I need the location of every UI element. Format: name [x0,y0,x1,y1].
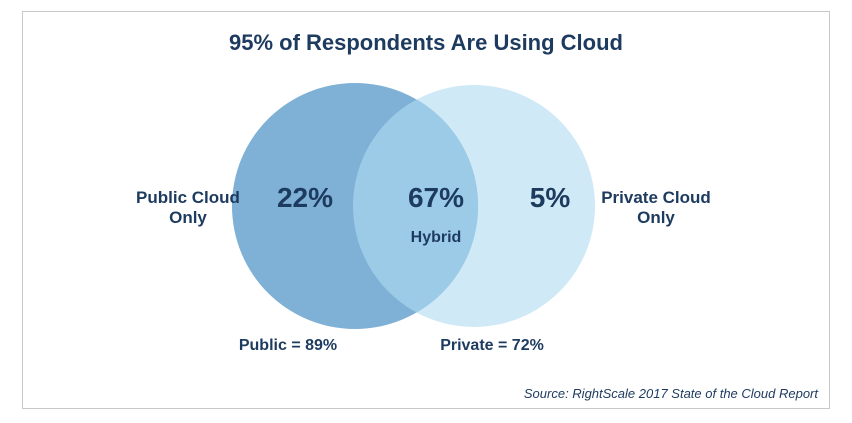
public-only-label-line2: Only [169,208,207,227]
public-only-percentage: 22% [276,182,334,213]
private-only-percentage: 5% [529,182,571,213]
hybrid-overlap-region [353,85,478,327]
public-only-label: Public Cloud Only [118,188,258,228]
hybrid-percentage: 67% [407,182,465,213]
private-only-label: Private Cloud Only [586,188,726,228]
private-total-label: Private = 72% [440,337,544,354]
private-only-label-line2: Only [637,208,675,227]
figure-title: 95% of Respondents Are Using Cloud [228,30,623,55]
hybrid-label: Hybrid [410,229,462,246]
public-only-label-line1: Public Cloud [136,188,240,207]
private-only-label-line1: Private Cloud [601,188,711,207]
source-citation: Source: RightScale 2017 State of the Clo… [523,386,818,401]
public-total-label: Public = 89% [238,337,338,354]
